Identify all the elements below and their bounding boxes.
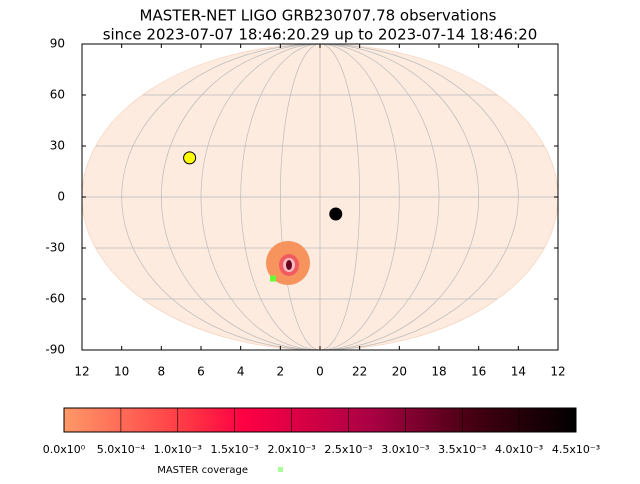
colorbar-tick-label: 3.0x10⁻³ [381, 443, 429, 456]
grid-line [200, 43, 321, 351]
legend-marker [278, 467, 283, 472]
colorbar-tick-label: 2.5x10⁻³ [324, 443, 372, 456]
colorbar-tick-label: 5.0x10⁻⁴ [97, 443, 146, 456]
grid-line [319, 43, 519, 351]
coverage-point [270, 275, 277, 282]
x-tick-label: 4 [237, 365, 245, 379]
x-tick-label: 10 [114, 365, 129, 379]
grid-line [240, 43, 321, 351]
colorbar-tick-label: 0.0x10⁰ [43, 443, 86, 456]
marker [183, 151, 197, 165]
y-tick-label: -60 [45, 292, 65, 306]
colorbar-tick-label: 4.5x10⁻³ [552, 443, 600, 456]
x-tick-label: 6 [197, 365, 205, 379]
x-tick-label: 2 [277, 365, 285, 379]
y-tick-label: 30 [50, 139, 65, 153]
x-tick-label: 20 [392, 365, 407, 379]
colorbar-tick-label: 4.0x10⁻³ [495, 443, 543, 456]
x-tick-label: 12 [550, 365, 565, 379]
grid-line [121, 43, 321, 351]
colorbar-tick-label: 1.0x10⁻³ [154, 443, 202, 456]
grid-line [319, 43, 440, 351]
colorbar-tick-label: 3.5x10⁻³ [438, 443, 486, 456]
x-tick-label: 22 [352, 365, 367, 379]
grid-line [319, 43, 480, 351]
grid-line [280, 43, 321, 351]
x-tick-label: 0 [316, 365, 324, 379]
grid-line [319, 43, 400, 351]
grid-line [160, 43, 321, 351]
colorbar [63, 407, 577, 433]
x-tick-label: 18 [431, 365, 446, 379]
probability-region [266, 241, 310, 285]
chart-title: MASTER-NET LIGO GRB230707.78 observation… [140, 7, 497, 25]
y-tick-label: 60 [50, 88, 65, 102]
y-tick-label: 90 [50, 37, 65, 51]
y-tick-label: -30 [45, 241, 65, 255]
marker [329, 207, 343, 221]
x-tick-label: 14 [511, 365, 526, 379]
y-tick-label: 0 [57, 190, 65, 204]
grid [82, 43, 558, 351]
chart-subtitle: since 2023-07-07 18:46:20.29 up to 2023-… [103, 26, 538, 44]
colorbar-tick-label: 1.5x10⁻³ [211, 443, 259, 456]
grid-line [319, 43, 360, 351]
legend-label: MASTER coverage [157, 465, 248, 476]
colorbar-tick-label: 2.0x10⁻³ [267, 443, 315, 456]
x-tick-label: 16 [471, 365, 486, 379]
x-tick-label: 12 [74, 365, 89, 379]
y-tick-label: -90 [45, 343, 65, 357]
x-tick-label: 8 [158, 365, 166, 379]
